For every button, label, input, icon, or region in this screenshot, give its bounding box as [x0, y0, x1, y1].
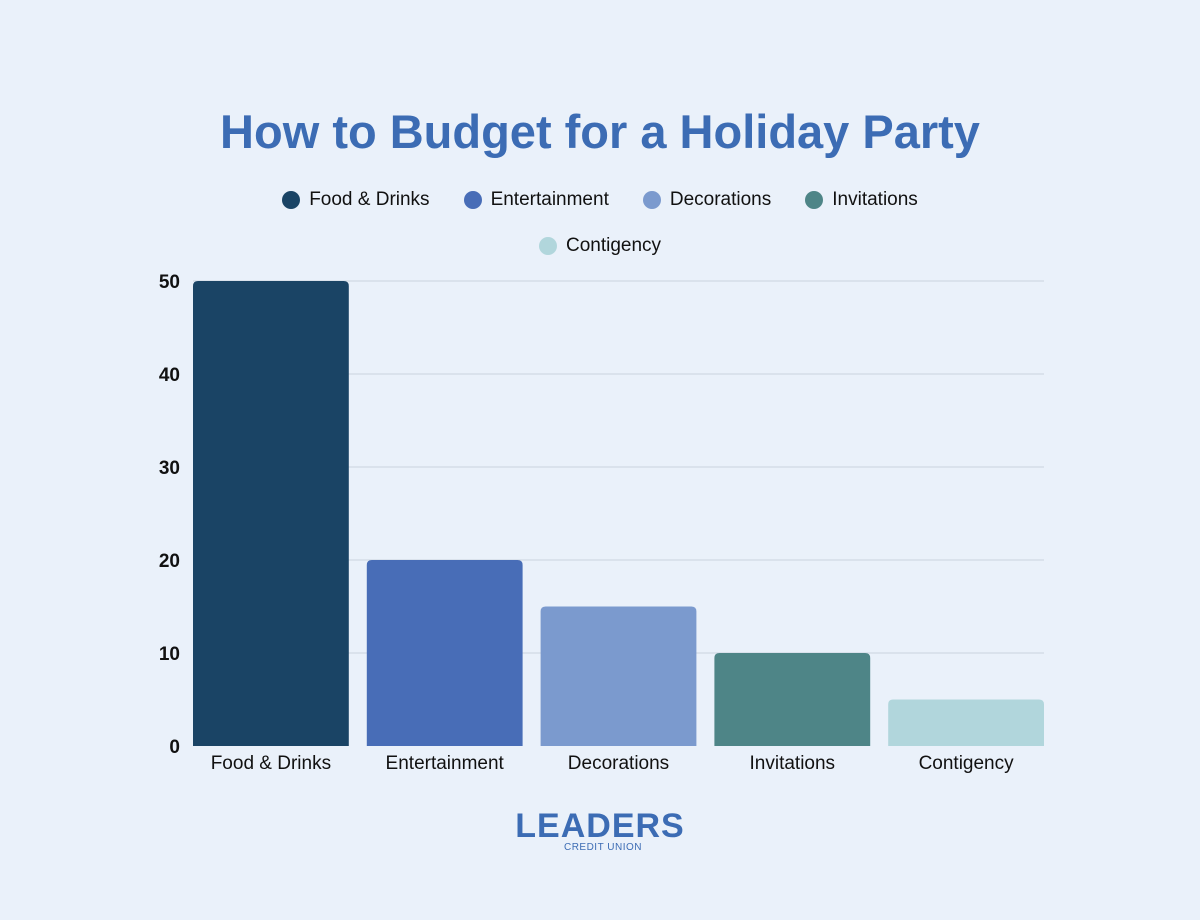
bar — [193, 281, 349, 746]
legend-swatch — [538, 237, 557, 255]
logo-subtitle: CREDIT UNION — [563, 842, 643, 853]
y-tick-label: 10 — [159, 644, 180, 665]
legend-item: Food & Drinks — [282, 184, 430, 216]
y-tick-label: 20 — [159, 551, 180, 572]
bar — [540, 606, 697, 746]
x-tick-label: Contigency — [919, 753, 1015, 774]
legend-item: Invitations — [805, 184, 918, 216]
y-tick-label: 30 — [159, 458, 180, 479]
x-tick-label: Entertainment — [386, 753, 505, 774]
x-tick-label: Food & Drinks — [211, 753, 331, 774]
chart-title: How to Budget for a Holiday Party — [220, 105, 980, 158]
legend-label: Invitations — [832, 189, 918, 210]
legend-swatch — [282, 191, 301, 209]
y-tick-label: 40 — [159, 365, 180, 386]
legend-item: Contigency — [538, 230, 662, 262]
legend-item: Decorations — [642, 184, 772, 216]
legend-item: Entertainment — [463, 184, 609, 216]
chart-legend: Food & Drinks Entertainment Decorations Inv… — [0, 184, 1200, 262]
legend-label: Food & Drinks — [309, 189, 430, 210]
legend-label: Entertainment — [490, 189, 609, 210]
x-tick-label: Invitations — [750, 753, 836, 774]
legend-label: Contigency — [565, 235, 662, 256]
legend-row: Food & Drinks Entertainment Decorations Inv… — [0, 184, 1200, 216]
bar — [888, 699, 1044, 746]
bar — [714, 653, 871, 746]
logo-wordmark: LEADERS — [515, 807, 685, 845]
legend-label: Decorations — [669, 189, 772, 210]
y-tick-label: 0 — [169, 737, 180, 758]
bar — [366, 560, 523, 746]
legend-swatch — [463, 191, 482, 209]
legend-swatch — [805, 191, 824, 209]
x-tick-label: Decorations — [568, 753, 669, 774]
brand-logo: LEADERS CREDIT UNION — [0, 808, 1200, 854]
legend-swatch — [642, 191, 661, 209]
y-tick-label: 50 — [159, 272, 180, 293]
legend-row: Contigency — [0, 230, 1200, 262]
